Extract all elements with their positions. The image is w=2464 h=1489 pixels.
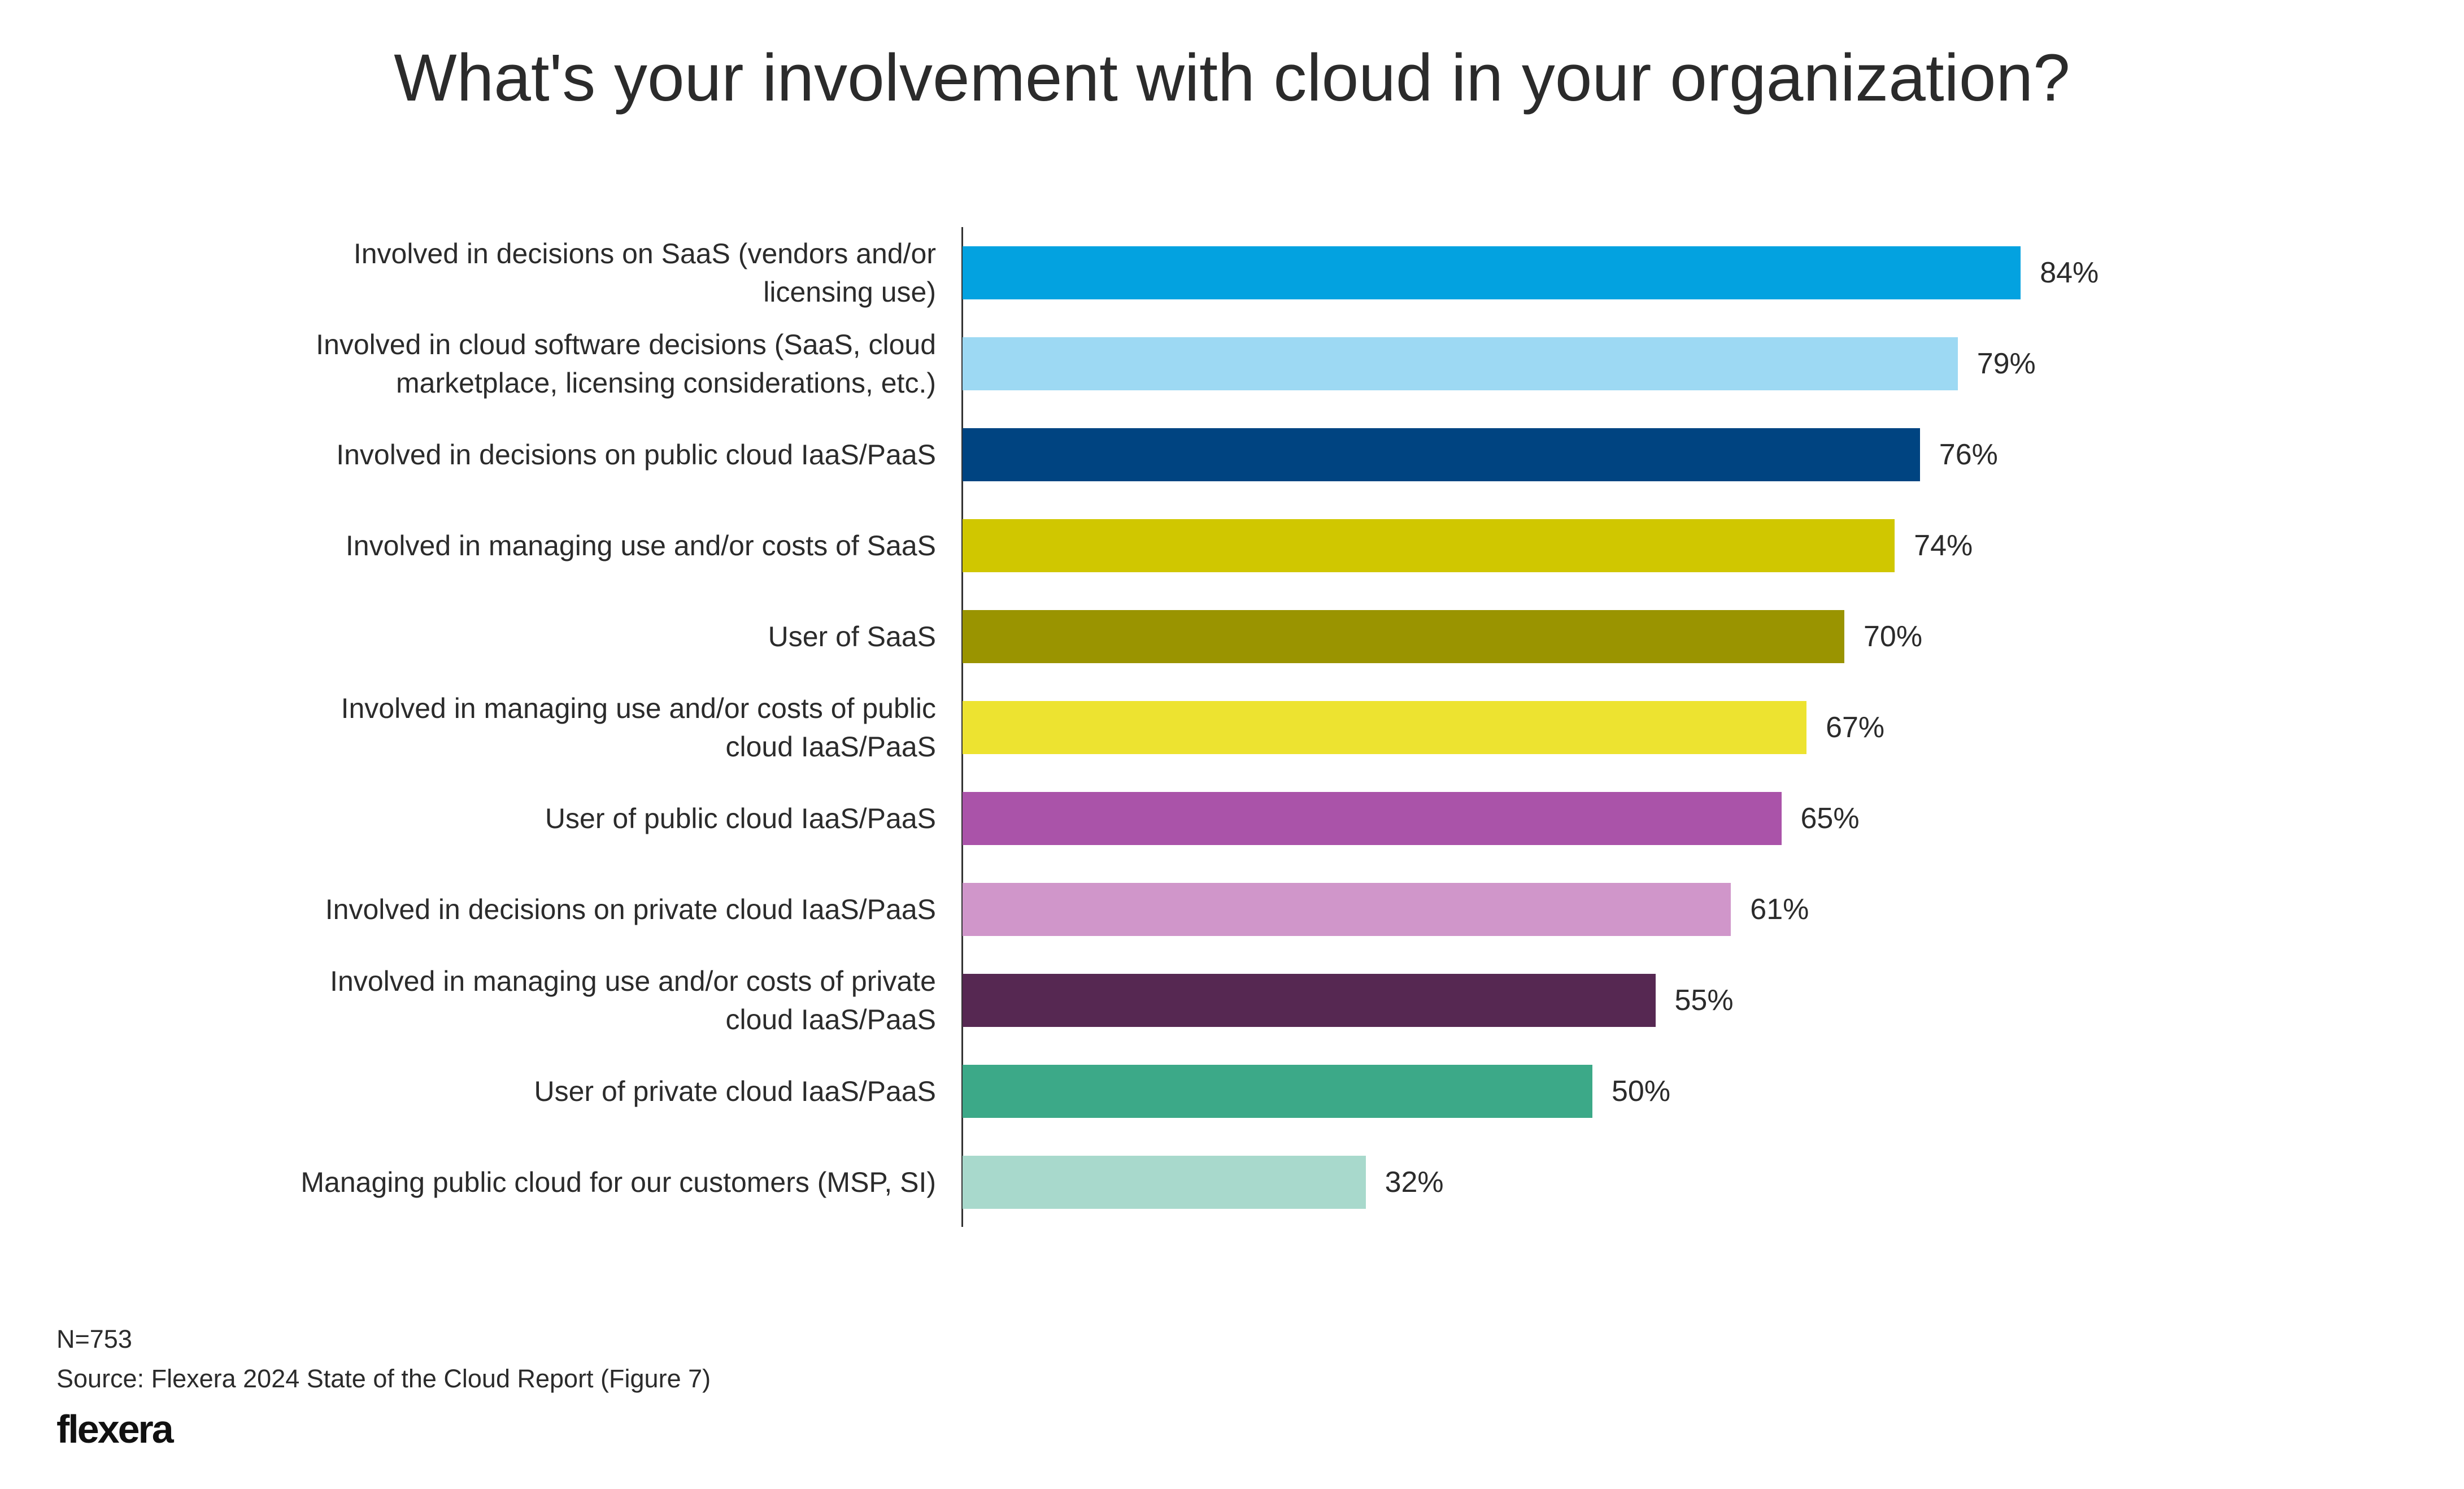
bar bbox=[963, 1156, 1366, 1209]
category-label: Involved in managing use and/or costs of… bbox=[145, 962, 936, 1039]
chart-title: What's your involvement with cloud in yo… bbox=[394, 41, 2070, 115]
data-label: 65% bbox=[1800, 802, 1860, 835]
category-label: Managing public cloud for our customers … bbox=[145, 1163, 936, 1201]
bar bbox=[963, 701, 1807, 754]
data-label: 79% bbox=[1977, 347, 2036, 380]
category-label-line: User of public cloud IaaS/PaaS bbox=[545, 803, 936, 834]
category-label-line: Involved in managing use and/or costs of… bbox=[341, 693, 936, 724]
data-label: 70% bbox=[1864, 620, 1923, 653]
data-label: 84% bbox=[2040, 256, 2099, 289]
flexera-logo: flexera bbox=[56, 1407, 174, 1451]
data-label: 50% bbox=[1612, 1075, 1671, 1108]
category-label: Involved in cloud software decisions (Sa… bbox=[145, 325, 936, 402]
category-label-line: Involved in managing use and/or costs of… bbox=[330, 965, 936, 997]
bar bbox=[963, 610, 1844, 663]
category-label-line: Involved in managing use and/or costs of… bbox=[345, 530, 936, 561]
data-label: 74% bbox=[1914, 529, 1973, 562]
category-label-line: User of SaaS bbox=[768, 621, 936, 652]
bar bbox=[963, 792, 1782, 845]
category-label: Involved in decisions on public cloud Ia… bbox=[145, 436, 936, 474]
category-label-line: licensing use) bbox=[763, 276, 936, 308]
bar bbox=[963, 428, 1920, 481]
category-label-line: User of private cloud IaaS/PaaS bbox=[534, 1076, 937, 1107]
category-label-line: Managing public cloud for our customers … bbox=[301, 1166, 936, 1198]
bar bbox=[963, 1065, 1592, 1118]
bar bbox=[963, 337, 1958, 390]
category-label: User of private cloud IaaS/PaaS bbox=[145, 1072, 937, 1111]
y-axis-line bbox=[961, 227, 963, 1227]
data-label: 61% bbox=[1750, 893, 1809, 926]
category-label: User of SaaS bbox=[145, 617, 936, 656]
category-label: Involved in managing use and/or costs of… bbox=[145, 689, 936, 766]
bar bbox=[963, 883, 1731, 936]
category-label: Involved in decisions on SaaS (vendors a… bbox=[145, 234, 936, 311]
category-label-line: Involved in cloud software decisions (Sa… bbox=[316, 329, 936, 360]
category-label: User of public cloud IaaS/PaaS bbox=[145, 799, 936, 838]
category-label: Involved in managing use and/or costs of… bbox=[145, 526, 936, 565]
category-label-line: Involved in decisions on SaaS (vendors a… bbox=[353, 238, 936, 269]
category-label-line: marketplace, licensing considerations, e… bbox=[395, 367, 936, 399]
bar bbox=[963, 246, 2021, 299]
category-label-line: cloud IaaS/PaaS bbox=[725, 731, 937, 763]
data-label: 76% bbox=[1939, 438, 1998, 471]
category-label: Involved in decisions on private cloud I… bbox=[145, 890, 936, 929]
data-label: 32% bbox=[1385, 1166, 1444, 1199]
category-label-line: Involved in decisions on private cloud I… bbox=[325, 894, 936, 925]
data-label: 55% bbox=[1674, 984, 1734, 1017]
bar bbox=[963, 519, 1895, 572]
sample-size-note: N=753 bbox=[56, 1325, 132, 1353]
category-label-line: cloud IaaS/PaaS bbox=[725, 1004, 937, 1035]
data-label: 67% bbox=[1826, 711, 1885, 744]
bar bbox=[963, 974, 1656, 1027]
category-label-line: Involved in decisions on public cloud Ia… bbox=[336, 439, 936, 471]
source-note: Source: Flexera 2024 State of the Cloud … bbox=[56, 1364, 711, 1393]
